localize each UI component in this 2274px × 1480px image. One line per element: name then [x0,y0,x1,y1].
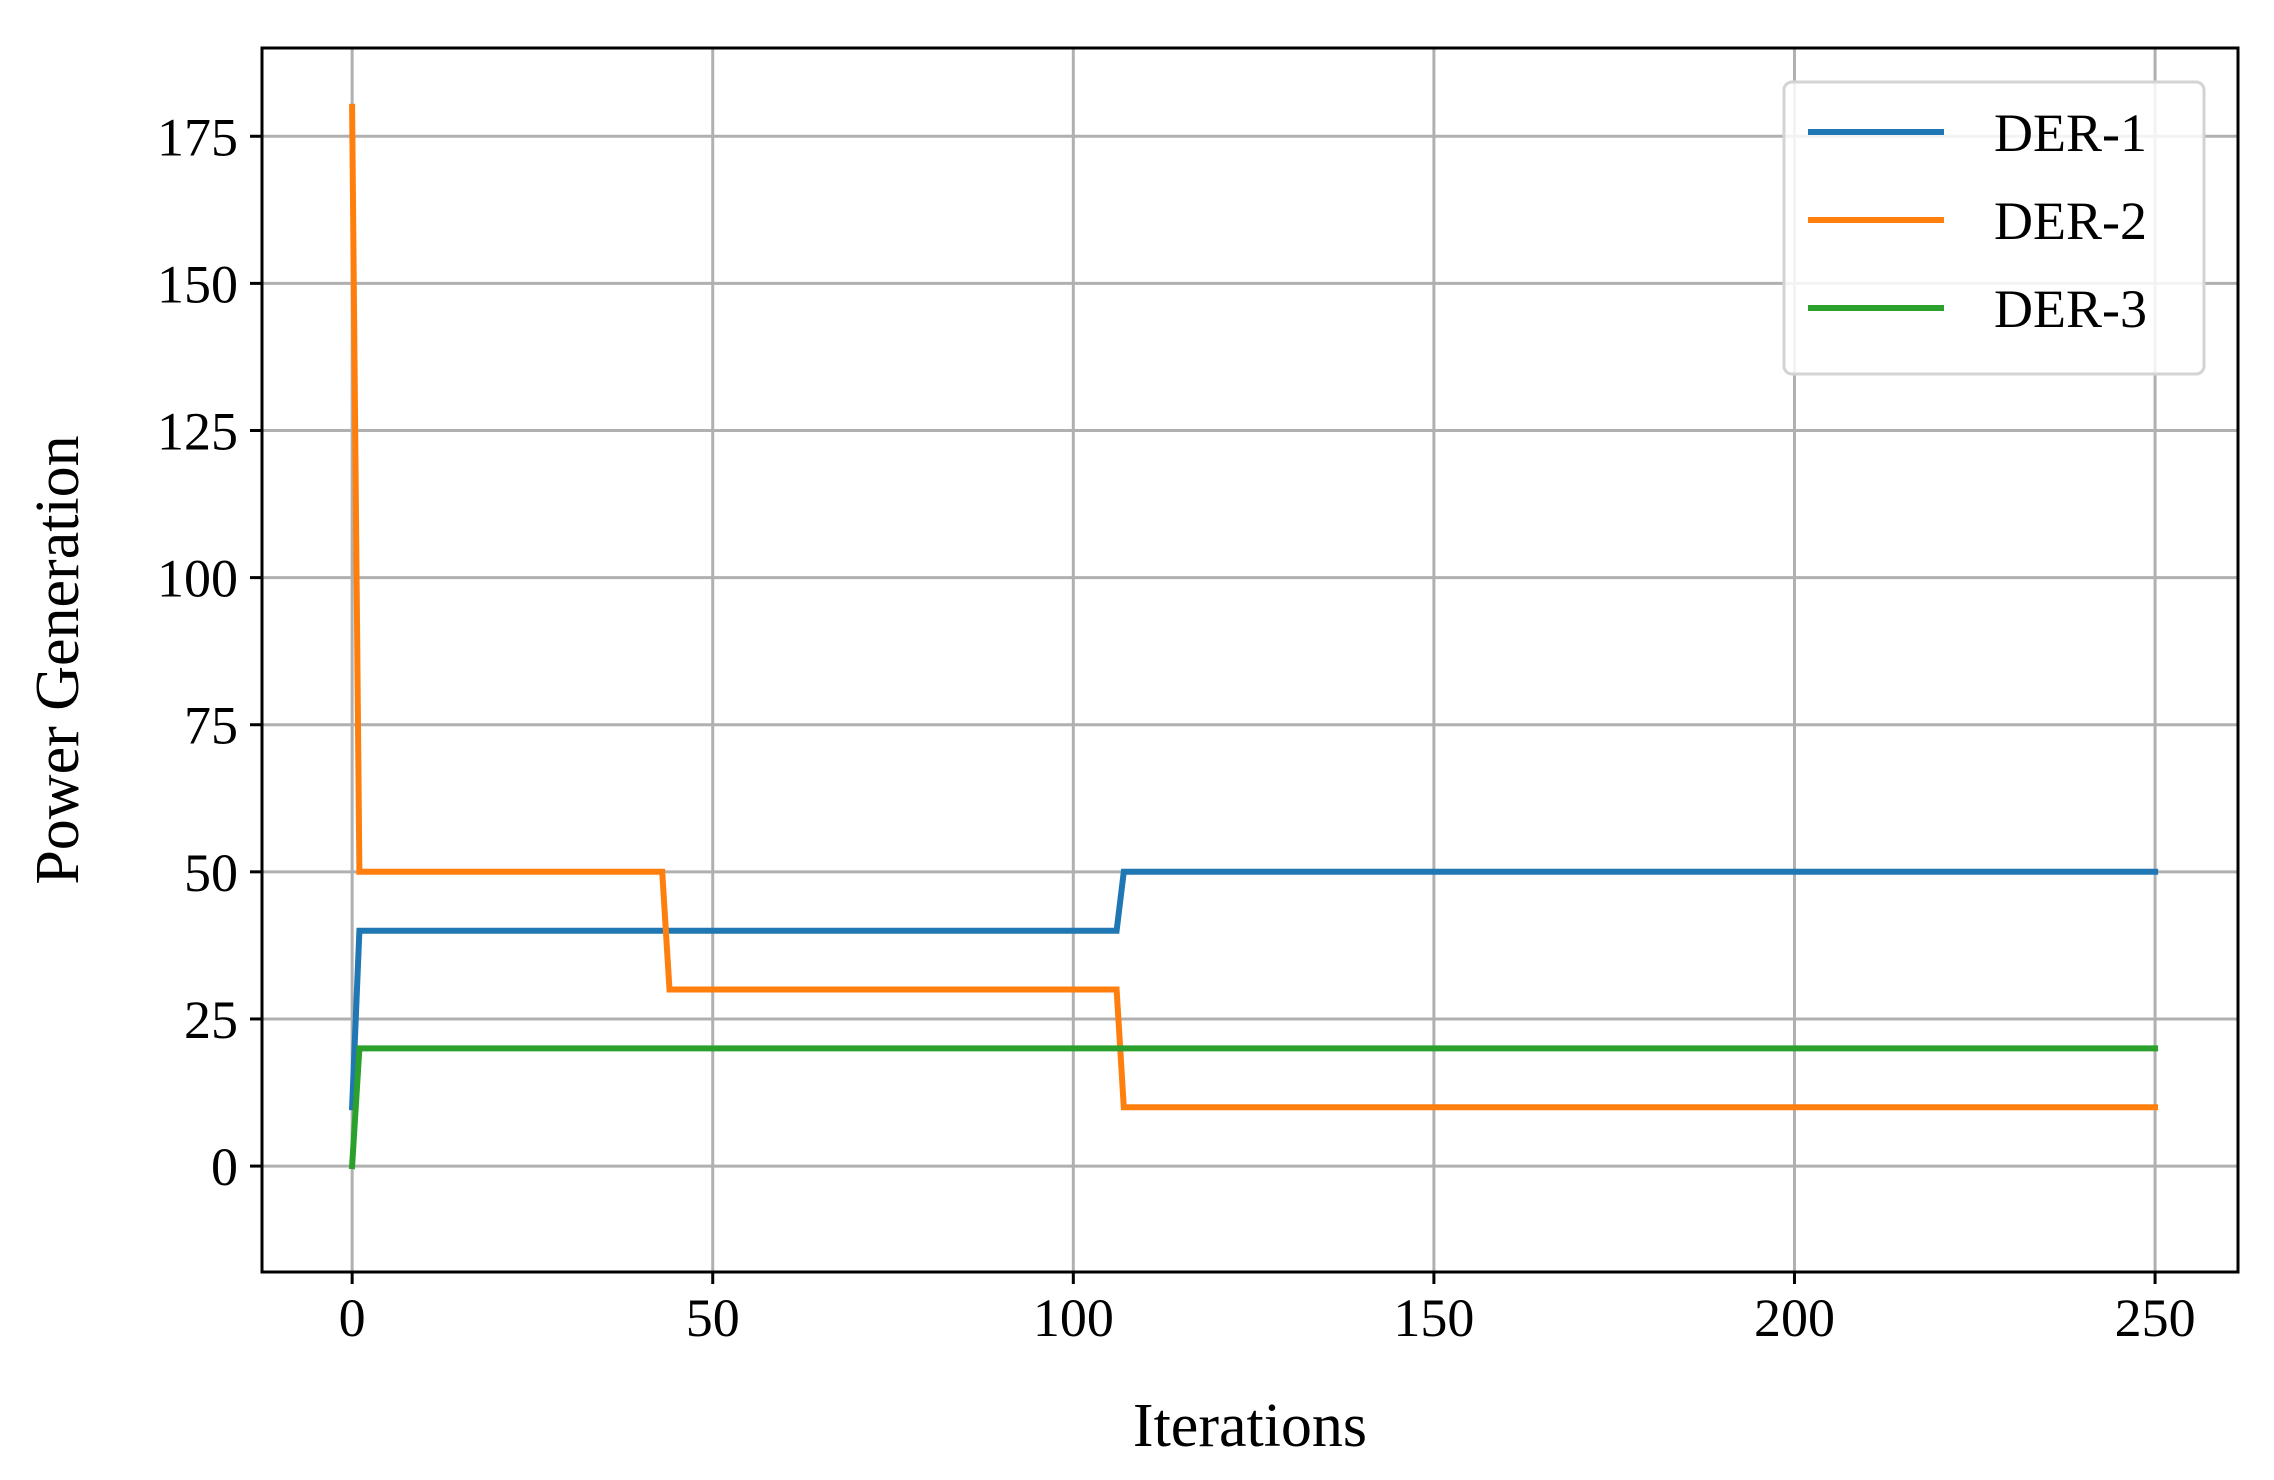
x-axis-title: Iterations [1133,1392,1367,1460]
y-tick-label: 125 [157,402,238,462]
legend-box [1782,80,2206,376]
x-tick-label: 50 [686,1288,740,1348]
x-tick-label: 250 [2115,1288,2196,1348]
legend-label: DER-3 [1994,279,2147,339]
series-line-der-3 [348,1045,2159,1170]
series-lines [348,103,2159,1170]
plot-area-frame [260,46,2240,1274]
y-tick-label: 25 [184,990,238,1050]
legend: DER-1 DER-2 DER-3 [1782,80,2206,376]
y-tick-label: 0 [211,1137,238,1197]
y-tick-label: 50 [184,843,238,903]
x-tick-label: 200 [1754,1288,1835,1348]
y-tick-label: 100 [157,549,238,609]
y-axis-title: Power Generation [24,435,92,884]
series-line-der-2 [349,103,2159,1111]
x-tick-label: 150 [1393,1288,1474,1348]
y-tick-label: 175 [157,107,238,167]
series-line-der-1 [348,868,2159,1111]
y-tick-label: 150 [157,254,238,314]
axis-ticks: 0 50 100 150 200 250 0 25 50 75 100 125 150 175 [157,107,2196,1348]
y-tick-label: 75 [184,696,238,756]
x-tick-label: 100 [1033,1288,1114,1348]
x-tick-label: 0 [339,1288,366,1348]
legend-label: DER-1 [1994,103,2147,163]
legend-label: DER-2 [1994,191,2147,251]
